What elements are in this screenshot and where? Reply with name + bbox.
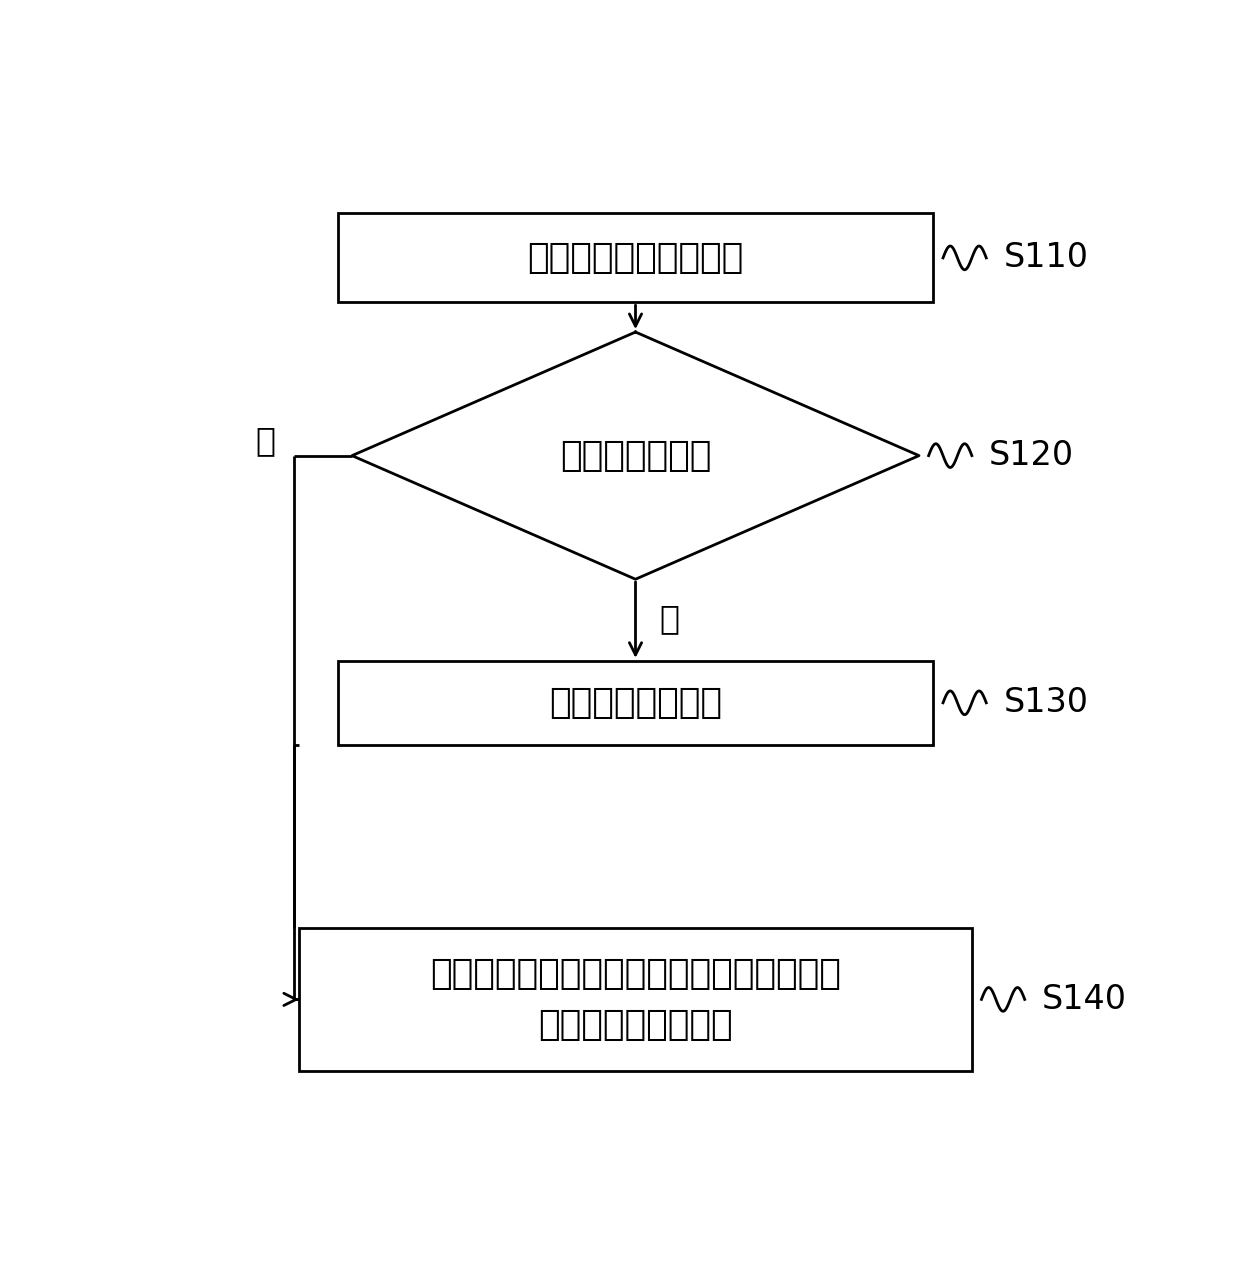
Polygon shape	[299, 928, 972, 1071]
Text: 是: 是	[255, 424, 275, 457]
Polygon shape	[337, 661, 934, 745]
Text: S140: S140	[1042, 982, 1127, 1016]
Text: 将修复坏列的兑余列标记为坏兑余列，并用
新的兑余列替换坏列: 将修复坏列的兑余列标记为坏兑余列，并用 新的兑余列替换坏列	[430, 958, 841, 1041]
Text: S110: S110	[1003, 241, 1089, 275]
Text: S130: S130	[1003, 686, 1089, 719]
Text: 坏列是否修复过: 坏列是否修复过	[559, 439, 712, 473]
Text: 用兑余列替换坏列: 用兑余列替换坏列	[549, 686, 722, 720]
Text: S120: S120	[990, 439, 1074, 473]
Text: 否: 否	[660, 602, 680, 636]
Polygon shape	[337, 213, 934, 302]
Text: 检测存储设备中的坏列: 检测存储设备中的坏列	[527, 241, 744, 275]
